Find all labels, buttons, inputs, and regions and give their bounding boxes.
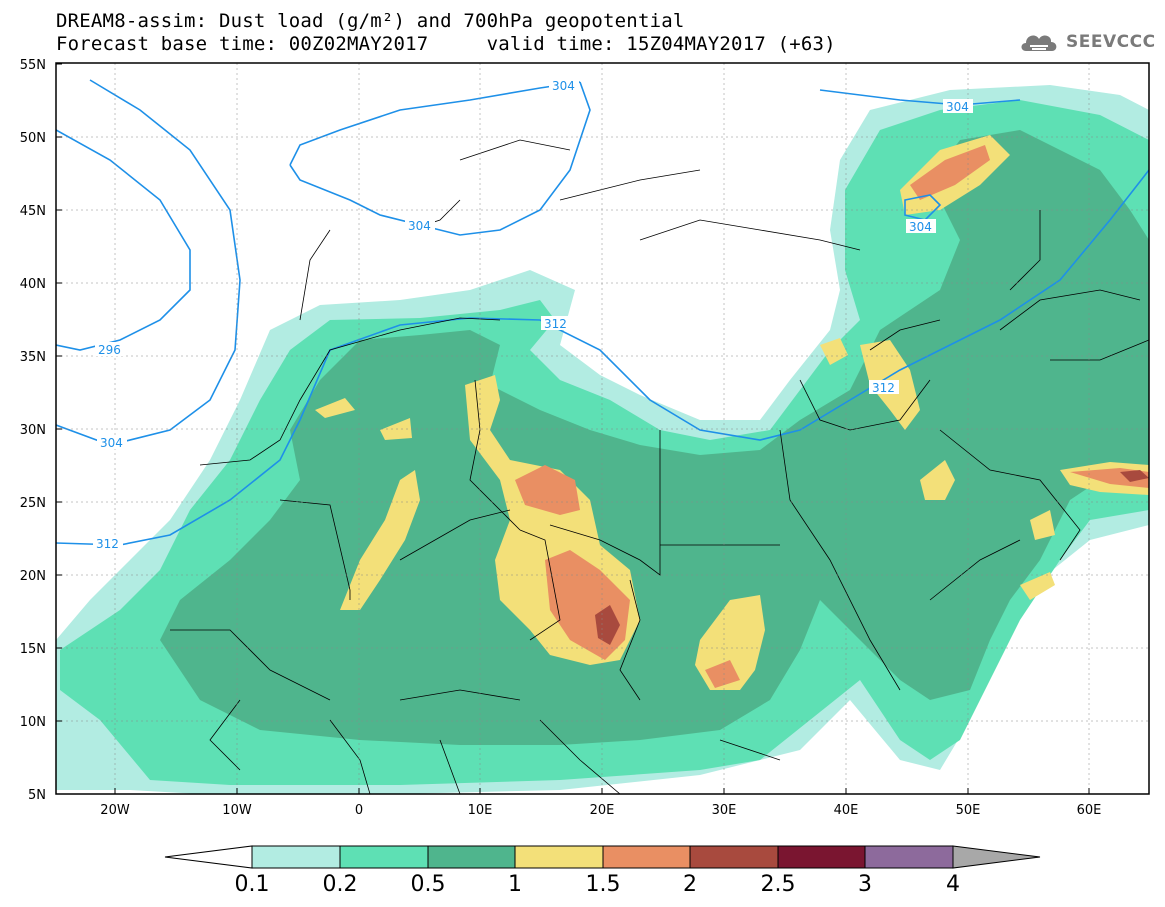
colorbar-label: 1: [508, 872, 522, 897]
lat-label: 25N: [20, 496, 46, 511]
contour-label: 304: [100, 436, 123, 450]
colorbar-label: 0.5: [410, 872, 446, 897]
dust-level-1: [695, 595, 765, 690]
colorbar-low-arrow: [164, 845, 253, 869]
colorbar-label: 0.2: [322, 872, 358, 897]
dust-level-1: [1020, 572, 1055, 600]
graticule: [56, 63, 1149, 794]
contour-label: 296: [98, 343, 121, 357]
lon-label: 20E: [590, 803, 615, 818]
lat-label: 30N: [20, 423, 46, 438]
colorbar-swatch: [339, 845, 429, 869]
lon-label: 10E: [468, 803, 493, 818]
lon-label: 10W: [222, 803, 252, 818]
contour-label: 304: [408, 219, 431, 233]
colorbar-swatch: [251, 845, 341, 869]
lon-label: 40E: [834, 803, 859, 818]
geopotential-contours: [56, 79, 1149, 546]
colorbar-label: 2: [683, 872, 697, 897]
lat-label: 5N: [28, 788, 46, 803]
tick-marks: [56, 63, 1090, 794]
dust-level-1: [920, 460, 955, 500]
lat-label: 55N: [20, 58, 46, 73]
colorbar-label: 1.5: [585, 872, 621, 897]
colorbar-swatch: [689, 845, 779, 869]
contour-labels: 304 304 304 304 296 304 312 312 312: [93, 78, 973, 551]
title-line-1: DREAM8-assim: Dust load (g/m²) and 700hP…: [56, 10, 685, 32]
dust-level-2: [1120, 470, 1149, 482]
colorbar-label: 2.5: [760, 872, 796, 897]
title-line-2: Forecast base time: 00Z02MAY2017 valid t…: [56, 33, 836, 55]
colorbar-swatch: [427, 845, 516, 869]
longitude-labels: 20W 10W 0 10E 20E 30E 40E 50E 60E: [100, 803, 1101, 818]
lat-label: 10N: [20, 715, 46, 730]
dust-level-1: [1030, 510, 1055, 540]
colorbar-swatch: [777, 845, 866, 869]
colorbar-high-arrow: [952, 845, 1041, 869]
lat-label: 50N: [20, 131, 46, 146]
contour-label: 312: [544, 317, 567, 331]
colorbar-label: 0.1: [234, 872, 270, 897]
lat-label: 35N: [20, 350, 46, 365]
dust-level-0.5: [160, 130, 1149, 745]
colorbar-swatch: [864, 845, 954, 869]
latitude-labels: 55N 50N 45N 40N 35N 30N 25N 20N 15N 10N …: [20, 58, 46, 803]
lat-label: 15N: [20, 642, 46, 657]
seevccc-logo: SEEVCCC: [1018, 28, 1156, 56]
lon-label: 20W: [100, 803, 130, 818]
dust-level-1.5: [515, 465, 580, 515]
colorbar-swatch: [602, 845, 691, 869]
colorbar-swatch: [514, 845, 604, 869]
colorbar: [164, 845, 1041, 869]
logo-text: SEEVCCC: [1066, 32, 1156, 52]
contour-label: 304: [946, 100, 969, 114]
dust-level-1.5: [910, 145, 990, 200]
lat-label: 40N: [20, 277, 46, 292]
lat-label: 45N: [20, 204, 46, 219]
colorbar-label: 3: [858, 872, 872, 897]
lon-label: 30E: [712, 803, 737, 818]
dust-level-1: [315, 398, 355, 418]
dust-level-1: [820, 338, 848, 365]
contour-label: 312: [96, 537, 119, 551]
cloud-icon: [1021, 35, 1057, 51]
contour-label: 312: [872, 381, 895, 395]
dust-level-1.5: [705, 660, 740, 688]
lon-label: 60E: [1077, 803, 1102, 818]
lon-label: 50E: [956, 803, 981, 818]
lon-label: 0: [355, 803, 363, 818]
colorbar-label: 4: [946, 872, 960, 897]
contour-label: 304: [909, 220, 932, 234]
contour-label: 304: [552, 79, 575, 93]
lat-label: 20N: [20, 569, 46, 584]
dust-level-2: [595, 605, 620, 645]
dust-level-1: [340, 470, 420, 610]
